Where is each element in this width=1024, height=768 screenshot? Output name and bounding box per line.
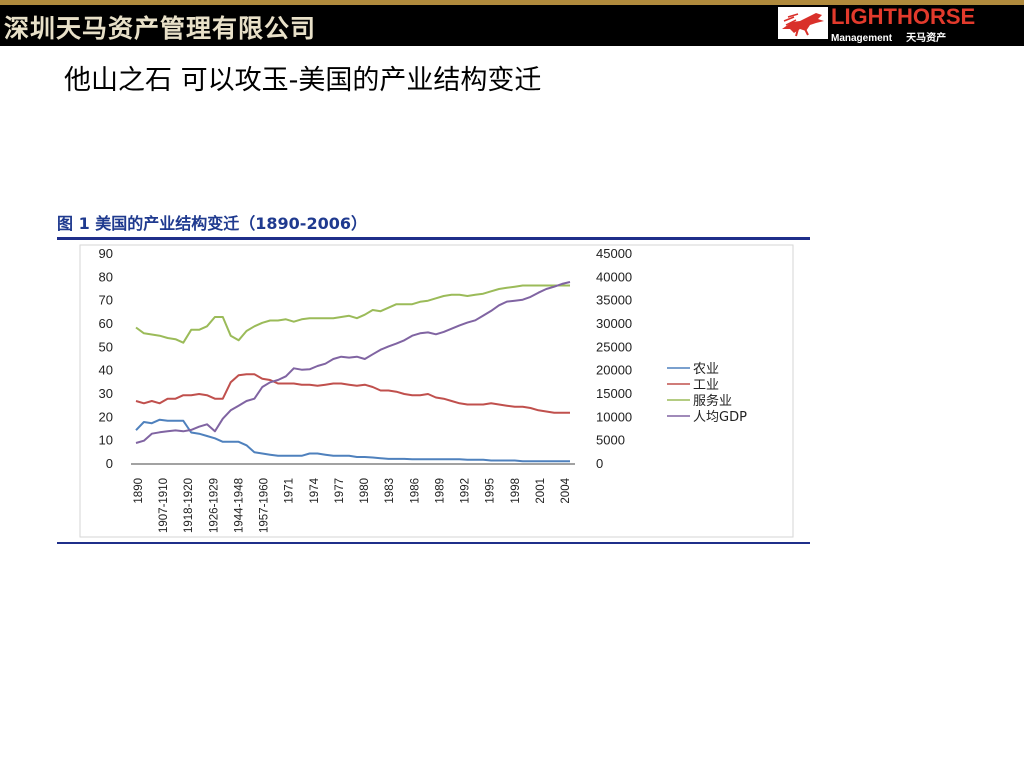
figure-title: 图 1 美国的产业结构变迁（1890-2006） <box>57 214 367 233</box>
x-tick-label: 1944-1948 <box>233 478 245 533</box>
logo-brand-text: LIGHTHORSE <box>831 4 976 29</box>
logo-subtitle: Management 天马资产 <box>831 29 946 44</box>
x-tick-label: 1995 <box>485 478 497 504</box>
header-banner: 深圳天马资产管理有限公司 LIGHTHORSE Management 天马资产 <box>0 0 1024 46</box>
x-tick-label: 2001 <box>535 478 547 504</box>
legend-label-industry: 工业 <box>693 378 719 393</box>
legend-label-agriculture: 农业 <box>693 362 719 377</box>
x-tick-label: 1983 <box>384 478 396 504</box>
company-name: 深圳天马资产管理有限公司 <box>4 14 317 43</box>
left-tick-label: 60 <box>99 316 113 331</box>
x-tick-label: 1890 <box>133 478 145 504</box>
right-tick-label: 30000 <box>596 316 632 331</box>
series-line-gdp <box>135 281 571 444</box>
chart-frame <box>79 244 794 538</box>
left-tick-label: 40 <box>99 363 113 378</box>
left-tick-label: 20 <box>99 409 113 424</box>
right-tick-label: 45000 <box>596 246 632 261</box>
right-tick-label: 20000 <box>596 363 632 378</box>
left-axis-ticks: 0 10 20 30 40 50 60 70 80 90 <box>99 246 113 471</box>
x-axis-ticks: 1890 1907-1910 1918-1920 1926-1929 1944-1948… <box>133 477 572 533</box>
right-tick-label: 40000 <box>596 269 632 284</box>
x-tick-label: 1957-1960 <box>259 478 271 533</box>
chart-series <box>135 281 571 463</box>
left-tick-label: 90 <box>99 246 113 261</box>
right-axis-ticks: 0 5000 10000 15000 20000 25000 30000 35000 40000… <box>596 246 632 471</box>
legend-label-gdp: 人均GDP <box>693 410 747 425</box>
figure-bottom-rule <box>57 542 810 544</box>
left-tick-label: 0 <box>106 456 113 471</box>
left-tick-label: 70 <box>99 293 113 308</box>
x-tick-label: 1986 <box>409 478 421 504</box>
x-tick-label: 1992 <box>460 478 472 504</box>
x-tick-label: 1989 <box>434 478 446 504</box>
right-tick-label: 5000 <box>596 433 625 448</box>
slide-title: 他山之石 可以攻玉-美国的产业结构变迁 <box>64 65 542 96</box>
left-tick-label: 50 <box>99 339 113 354</box>
x-tick-label: 1998 <box>510 478 522 504</box>
right-tick-label: 0 <box>596 456 603 471</box>
header-gold-stripe <box>0 0 1024 5</box>
x-tick-label: 1974 <box>309 477 321 503</box>
right-tick-label: 15000 <box>596 386 632 401</box>
horse-logo-icon <box>778 7 828 39</box>
series-line-services <box>135 284 570 344</box>
left-tick-label: 30 <box>99 386 113 401</box>
left-tick-label: 10 <box>99 433 113 448</box>
logo-sub-cn: 天马资产 <box>906 33 947 44</box>
series-line-industry <box>135 373 570 414</box>
legend-label-services: 服务业 <box>693 393 732 409</box>
logo-sub-en: Management <box>831 33 893 44</box>
x-tick-label: 2004 <box>560 477 572 503</box>
right-tick-label: 35000 <box>596 293 632 308</box>
series-line-agriculture <box>135 418 570 463</box>
right-tick-label: 25000 <box>596 339 632 354</box>
x-tick-label: 1926-1929 <box>208 478 220 533</box>
x-tick-label: 1980 <box>359 478 371 504</box>
x-tick-label: 1907-1910 <box>158 478 170 533</box>
figure-top-rule <box>57 237 810 240</box>
x-tick-label: 1918-1920 <box>183 478 195 533</box>
x-tick-label: 1977 <box>334 478 346 504</box>
left-tick-label: 80 <box>99 269 113 284</box>
right-tick-label: 10000 <box>596 409 632 424</box>
x-tick-label: 1971 <box>284 478 296 504</box>
